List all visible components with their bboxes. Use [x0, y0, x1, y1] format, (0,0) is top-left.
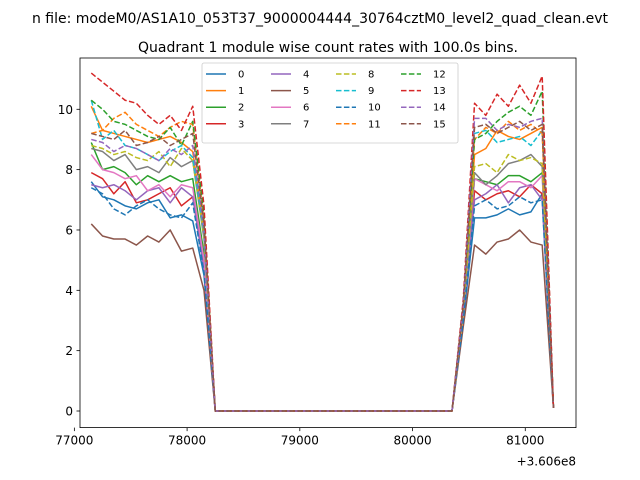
legend-label: 3 [238, 119, 244, 130]
legend-label: 4 [303, 70, 309, 81]
legend-label: 12 [433, 70, 446, 81]
legend-item: 7 [271, 119, 309, 130]
legend-label: 13 [433, 86, 446, 97]
series-line-15 [91, 120, 555, 412]
series-lines [90, 72, 555, 412]
legend-item: 11 [336, 119, 381, 130]
legend-label: 2 [238, 103, 244, 114]
legend-label: 9 [368, 86, 374, 97]
legend-item: 15 [401, 119, 446, 130]
y-tick-label: 10 [58, 103, 73, 117]
legend-label: 7 [303, 119, 309, 130]
legend-label: 15 [433, 119, 446, 130]
legend-item: 12 [401, 70, 446, 81]
legend-label: 1 [238, 86, 244, 97]
legend-item: 0 [206, 70, 244, 81]
legend-item: 6 [271, 103, 309, 114]
y-tick-label: 6 [65, 223, 73, 237]
y-tick-label: 2 [65, 344, 73, 358]
x-tick-label: 78000 [168, 434, 206, 448]
legend-item: 1 [206, 86, 244, 97]
chart-title: Quadrant 1 module wise count rates with … [138, 40, 518, 56]
x-tick-label: 77000 [55, 434, 93, 448]
legend-item: 4 [271, 70, 309, 81]
y-tick-label: 0 [65, 405, 73, 419]
legend-box [201, 62, 459, 144]
legend-item: 13 [401, 86, 446, 97]
legend-label: 10 [368, 103, 381, 114]
x-tick-label: 79000 [281, 434, 319, 448]
legend-label: 8 [368, 70, 374, 81]
legend-item: 2 [206, 103, 244, 114]
x-tick-label: 80000 [393, 434, 431, 448]
series-line-13 [90, 72, 555, 412]
x-offset-label: +3.606e8 [517, 455, 576, 469]
axes-frame [79, 57, 577, 429]
x-tick-label: 81000 [506, 434, 544, 448]
legend-label: 0 [238, 70, 244, 81]
legend-label: 5 [303, 86, 309, 97]
legend-item: 14 [401, 103, 446, 114]
legend-label: 14 [433, 103, 446, 114]
legend-item: 9 [336, 86, 374, 97]
legend-item: 8 [336, 70, 374, 81]
legend-label: 6 [303, 103, 309, 114]
y-tick-label: 8 [65, 163, 73, 177]
figure-suptitle: n file: modeM0/AS1A10_053T37_9000004444_… [32, 11, 609, 27]
legend-label: 11 [368, 119, 381, 130]
y-tick-label: 4 [65, 284, 73, 298]
legend-item: 3 [206, 119, 244, 130]
legend-item: 5 [271, 86, 309, 97]
legend-item: 10 [336, 103, 381, 114]
